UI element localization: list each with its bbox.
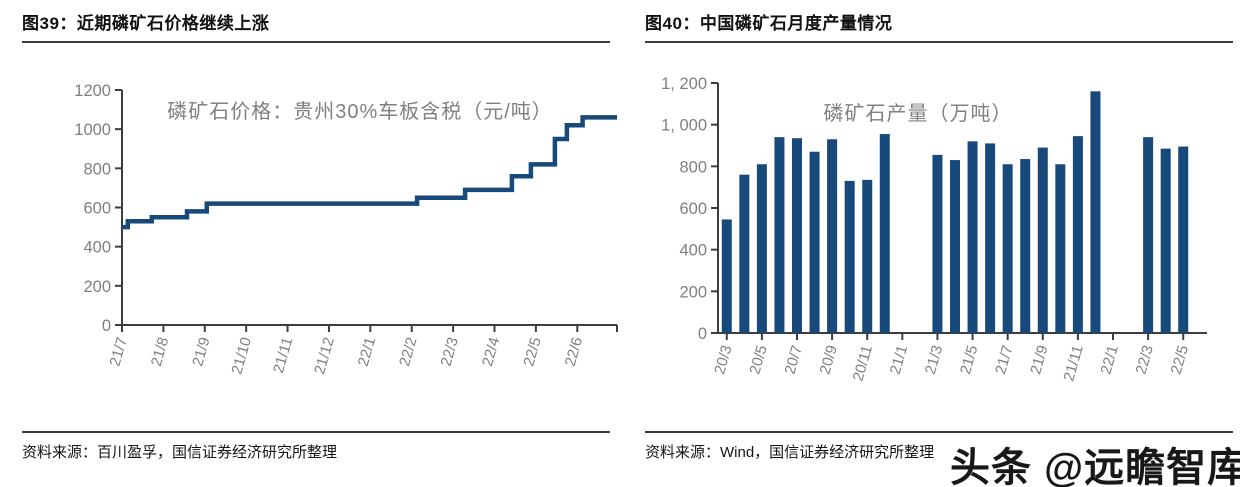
price-chart-inline-title: 磷矿石价格：贵州30%车板含税（元/吨） [167,100,553,123]
production-bar [879,134,890,333]
svg-text:22/5: 22/5 [520,335,544,368]
svg-text:1, 200: 1, 200 [661,75,707,93]
production-bar [1037,147,1048,333]
production-bar [844,180,855,333]
svg-text:21/7: 21/7 [106,335,130,368]
svg-text:22/4: 22/4 [479,335,503,368]
svg-text:800: 800 [679,158,707,176]
production-bar-chart: 0 200 400 600 800 1, 000 1, 200 20/3 20/5 20/7 20/… [661,75,1207,383]
svg-text:21/10: 21/10 [228,335,255,376]
production-bar [967,141,978,333]
svg-text:22/1: 22/1 [1097,343,1121,376]
production-bar [827,139,838,333]
figure40-header-rule [645,41,1233,43]
production-bar [985,143,996,333]
production-chart-inline-title: 磷矿石产量（万吨） [824,102,1013,125]
svg-text:20/7: 20/7 [781,343,805,376]
figure39-header-rule [22,41,610,43]
svg-text:20/9: 20/9 [817,343,841,376]
production-bar [739,174,750,333]
svg-text:22/2: 22/2 [396,335,420,368]
svg-text:22/3: 22/3 [438,335,462,368]
svg-text:600: 600 [679,200,707,218]
production-bar [1002,164,1013,333]
svg-text:21/5: 21/5 [957,343,981,376]
watermark: 头条 @远瞻智库 [950,446,1240,487]
figure39-footer-rule [22,431,610,433]
figure39-source: 资料来源：百川盈孚，国信证券经济研究所整理 [22,444,338,461]
figure39-title: 图39：近期磷矿石价格继续上涨 [22,14,270,33]
svg-text:21/11: 21/11 [1060,343,1086,383]
svg-text:21/3: 21/3 [922,343,946,376]
production-bar [1143,137,1154,333]
svg-text:0: 0 [102,317,111,335]
svg-text:200: 200 [679,283,707,301]
production-bar [809,151,820,333]
production-bar [1178,146,1189,333]
svg-text:22/3: 22/3 [1133,343,1157,376]
svg-text:0: 0 [698,325,707,343]
price-line-chart-container: 0 200 400 600 800 1000 1200 21/7 21/8 21/9 21/10 21… [8,58,623,423]
svg-text:1000: 1000 [74,121,111,139]
svg-text:22/5: 22/5 [1168,343,1192,376]
svg-text:20/3: 20/3 [711,343,735,376]
svg-text:22/1: 22/1 [355,335,379,368]
svg-text:800: 800 [83,160,111,178]
production-bar [1090,91,1101,333]
svg-text:1200: 1200 [74,82,111,100]
svg-text:200: 200 [83,278,111,296]
svg-text:20/5: 20/5 [746,343,770,376]
svg-text:21/11: 21/11 [270,335,296,375]
svg-text:400: 400 [679,242,707,260]
figure40-footer-rule [645,431,1233,433]
production-bar [774,137,785,333]
price-step-line [122,115,617,230]
production-bar [721,219,732,333]
production-bar [932,154,943,333]
production-bar [1020,159,1031,333]
production-bar [792,138,802,333]
figure40-title: 图40：中国磷矿石月度产量情况 [645,14,893,33]
figure40-source: 资料来源：Wind，国信证券经济研究所整理 [645,444,935,461]
production-bar [950,160,960,333]
svg-text:1, 000: 1, 000 [661,117,707,135]
svg-text:21/8: 21/8 [148,335,172,368]
production-bar-chart-container: 0 200 400 600 800 1, 000 1, 200 20/3 20/5 20/7 20/… [628,58,1240,423]
production-bar [1160,148,1171,333]
production-bar [862,179,873,333]
price-line-chart: 0 200 400 600 800 1000 1200 21/7 21/8 21/9 21/10 21… [74,82,618,376]
svg-text:21/9: 21/9 [189,335,213,368]
svg-text:21/7: 21/7 [992,343,1016,376]
production-bar [756,164,767,333]
svg-text:20/11: 20/11 [850,343,876,383]
svg-text:400: 400 [83,239,111,257]
svg-text:22/6: 22/6 [562,335,586,368]
production-bar [1055,164,1066,333]
svg-text:600: 600 [83,200,111,218]
production-bar [1072,136,1083,333]
svg-text:21/9: 21/9 [1027,343,1051,376]
svg-text:21/12: 21/12 [311,335,338,376]
svg-text:21/1: 21/1 [887,343,911,376]
